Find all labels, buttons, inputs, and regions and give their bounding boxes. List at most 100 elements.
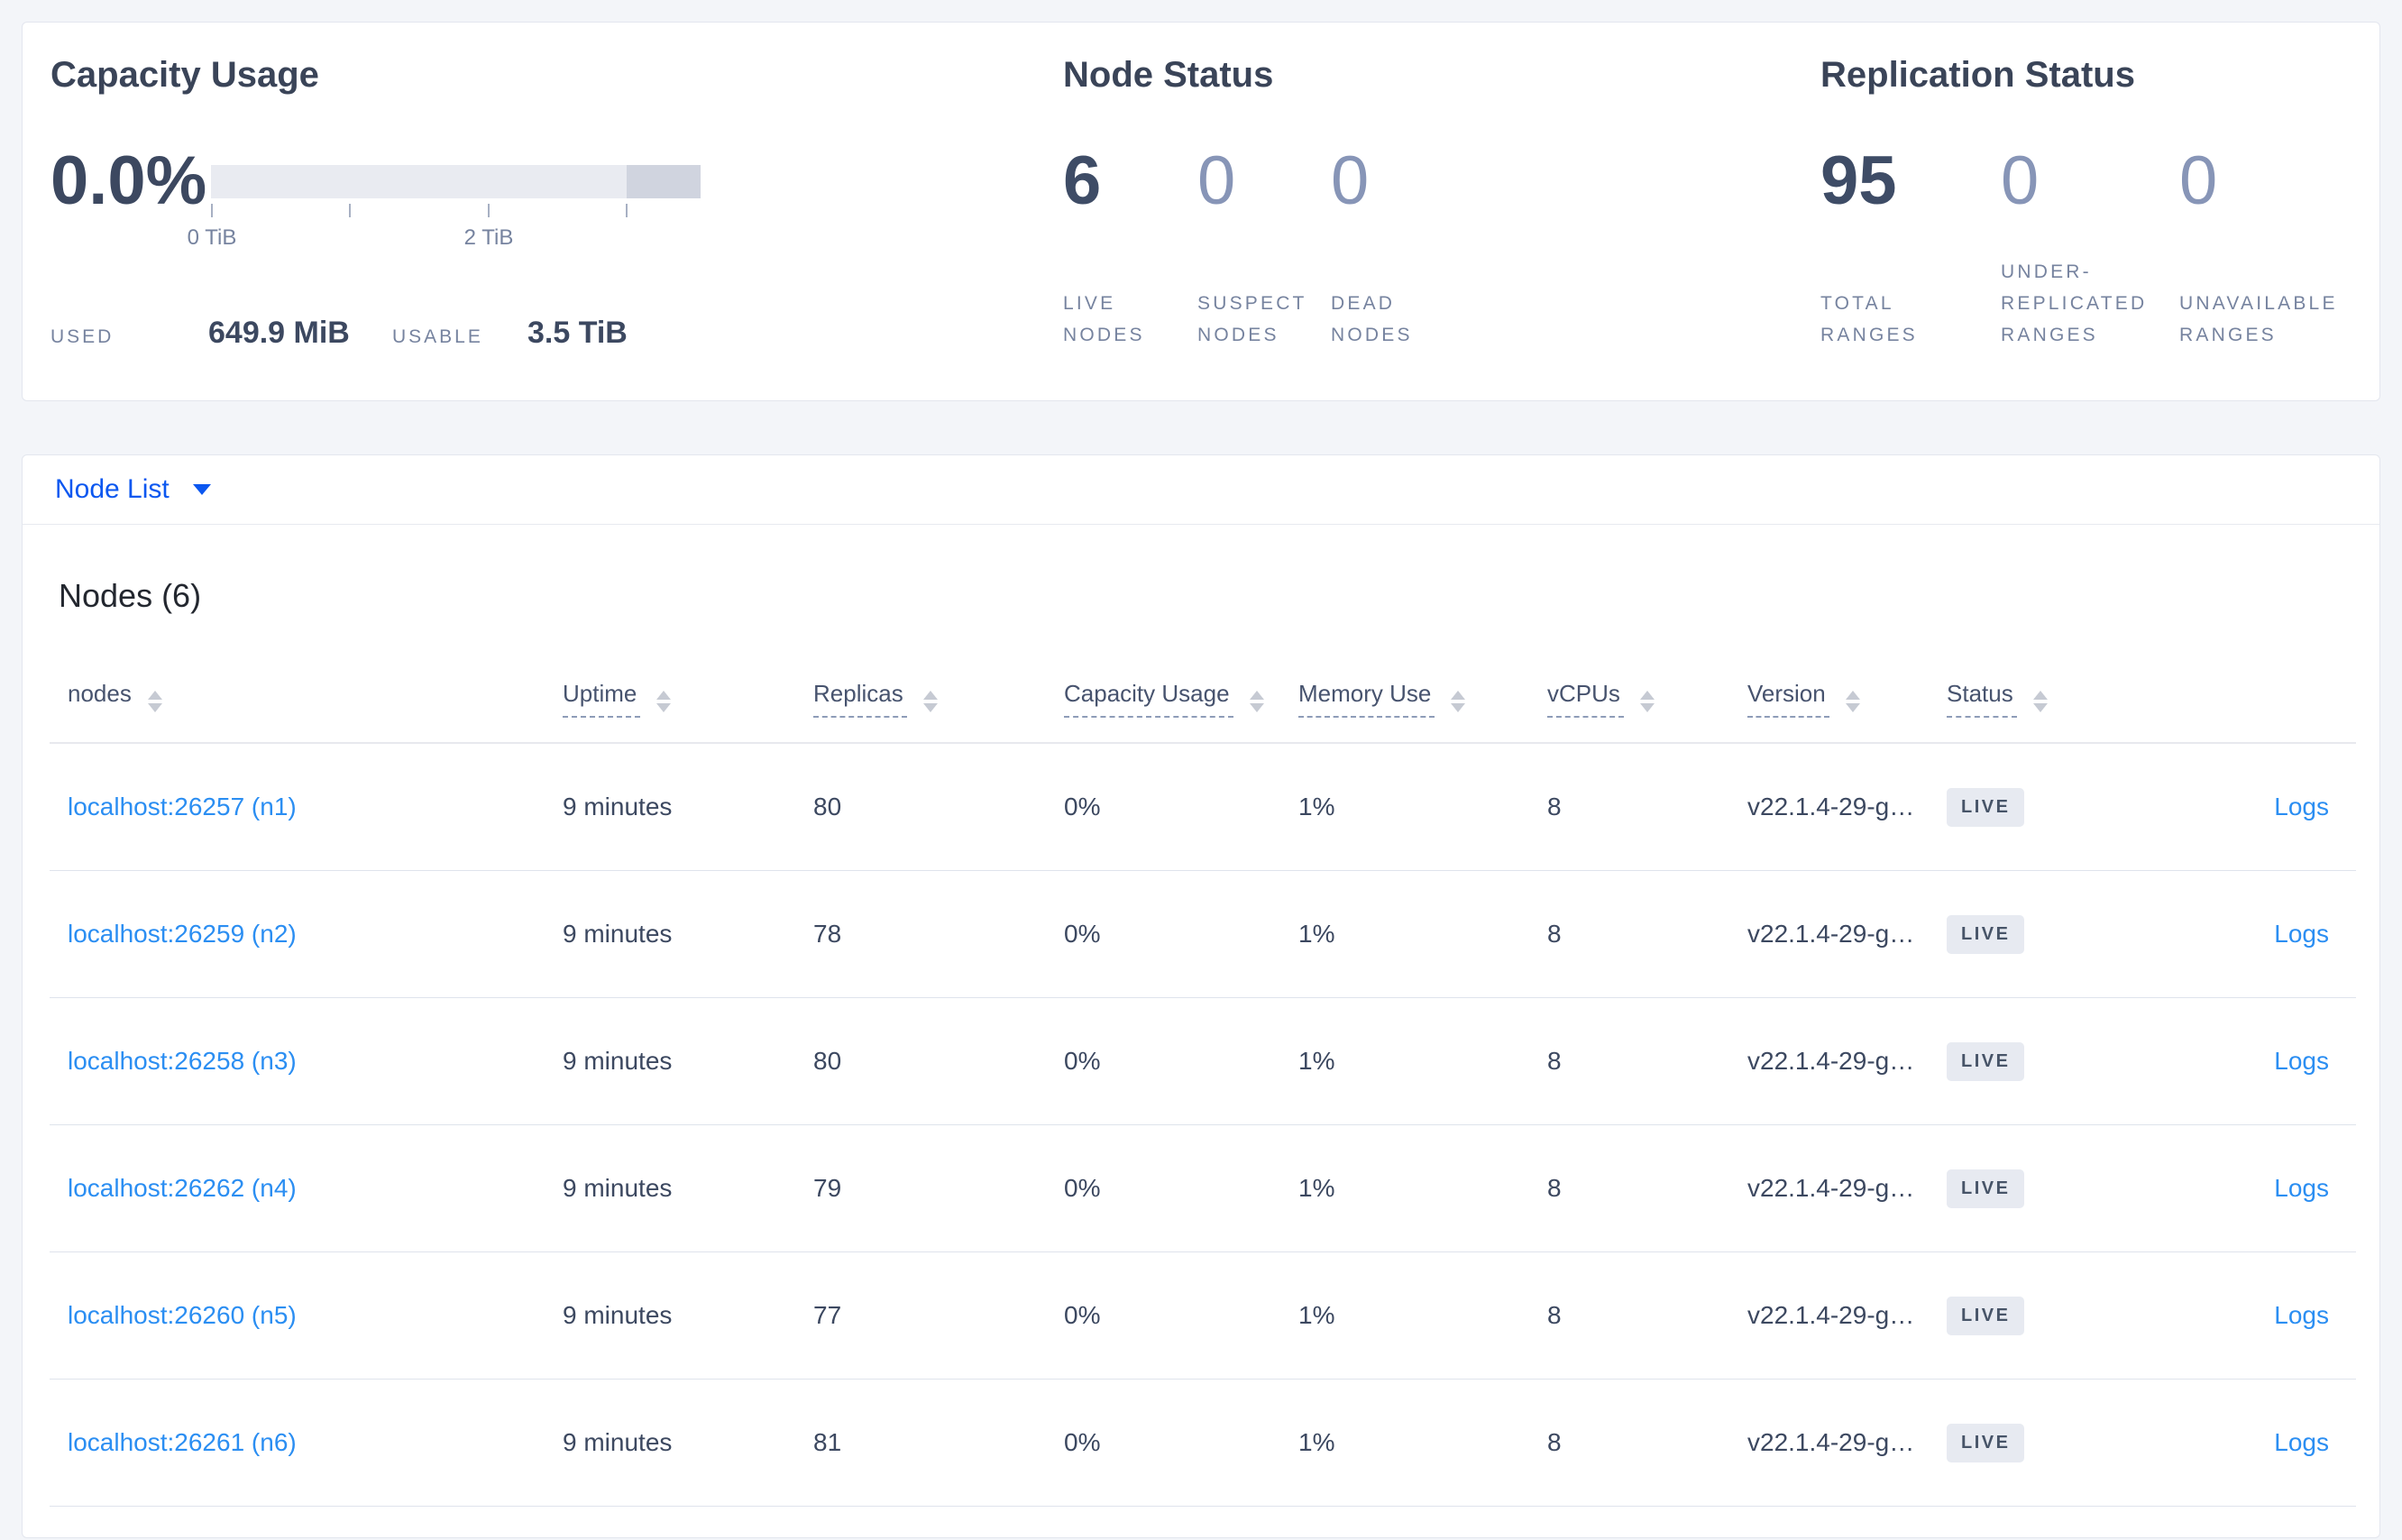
metric-value: 0	[2179, 142, 2218, 219]
cell-logs: Logs	[2172, 920, 2356, 949]
axis-tick-label: 2 TiB	[463, 225, 514, 250]
metric-label: UNDER- REPLICATED RANGES	[2001, 261, 2148, 345]
node-link[interactable]: localhost:26257 (n1)	[68, 793, 297, 820]
cell-vcpus: 8	[1547, 920, 1562, 948]
capacity-usage-section: Capacity Usage 0.0% 0 TiB 2 TiB USED 649…	[50, 23, 1042, 400]
table-body: localhost:26257 (n1) 9 minutes 80 0% 1% 8 v22.…	[50, 744, 2356, 1507]
column-label: vCPUs	[1547, 680, 1624, 718]
sort-up-icon	[1639, 691, 1655, 700]
logs-link[interactable]: Logs	[2274, 793, 2329, 820]
column-header-nodes[interactable]: nodes	[50, 680, 563, 712]
cell-logs: Logs	[2172, 1428, 2356, 1457]
capacity-used-usable-row: USED 649.9 MiB USABLE 3.5 TiB	[50, 316, 628, 351]
sort-arrows-icon	[922, 691, 938, 712]
column-label: Replicas	[813, 680, 907, 718]
node-link[interactable]: localhost:26262 (n4)	[68, 1174, 297, 1202]
cell-status: LIVE	[1947, 1169, 2172, 1208]
sort-arrows-icon	[1451, 691, 1466, 712]
replication-status-title: Replication Status	[1820, 55, 2135, 95]
usable-value: 3.5 TiB	[527, 316, 628, 350]
node-list-dropdown[interactable]: Node List	[55, 474, 211, 505]
cell-vcpus: 8	[1547, 1047, 1562, 1075]
metric-value: 0	[2001, 142, 2040, 219]
usable-label: USABLE	[392, 326, 483, 347]
sort-arrows-icon	[147, 691, 162, 712]
logs-link[interactable]: Logs	[2274, 920, 2329, 948]
column-header-version[interactable]: Version	[1747, 680, 1947, 718]
column-header-vcpus[interactable]: vCPUs	[1547, 680, 1747, 718]
node-link[interactable]: localhost:26258 (n3)	[68, 1047, 297, 1075]
node-list-dropdown-label: Node List	[55, 474, 170, 504]
column-label: Status	[1947, 680, 2017, 718]
sort-down-icon	[1639, 703, 1655, 712]
table-row: localhost:26257 (n1) 9 minutes 80 0% 1% 8 v22.…	[50, 744, 2356, 871]
cell-logs: Logs	[2172, 1301, 2356, 1330]
cell-status: LIVE	[1947, 1423, 2172, 1462]
column-header-memory-use[interactable]: Memory Use	[1298, 680, 1547, 718]
cell-logs: Logs	[2172, 1174, 2356, 1203]
node-link[interactable]: localhost:26261 (n6)	[68, 1428, 297, 1456]
logs-link[interactable]: Logs	[2274, 1174, 2329, 1202]
status-badge: LIVE	[1947, 1041, 2025, 1081]
cell-uptime: 9 minutes	[563, 1047, 673, 1075]
metric-label: UNAVAILABLE RANGES	[2179, 293, 2338, 345]
cell-logs: Logs	[2172, 793, 2356, 821]
sort-arrows-icon	[1845, 691, 1860, 712]
cell-memory: 1%	[1298, 920, 1335, 948]
capacity-percent-value: 0.0%	[50, 142, 207, 219]
axis-tick	[211, 204, 213, 217]
metric-label: SUSPECT NODES	[1197, 293, 1307, 345]
used-label: USED	[50, 326, 115, 347]
column-header-capacity-usage[interactable]: Capacity Usage	[1064, 680, 1298, 718]
sort-up-icon	[922, 691, 938, 700]
cell-replicas: 81	[813, 1428, 842, 1456]
cell-vcpus: 8	[1547, 1174, 1562, 1202]
sort-arrows-icon	[656, 691, 672, 712]
used-value: 649.9 MiB	[208, 316, 350, 350]
status-badge: LIVE	[1947, 1169, 2025, 1208]
nodes-heading: Nodes (6)	[59, 577, 202, 614]
logs-link[interactable]: Logs	[2274, 1428, 2329, 1456]
cell-vcpus: 8	[1547, 1301, 1562, 1329]
node-link[interactable]: localhost:26259 (n2)	[68, 920, 297, 948]
node-link[interactable]: localhost:26260 (n5)	[68, 1301, 297, 1329]
metric-value: 0	[1331, 142, 1370, 219]
sort-arrows-icon	[1249, 691, 1264, 712]
cell-version: v22.1.4-29-g…	[1747, 1301, 1915, 1329]
sort-down-icon	[922, 703, 938, 712]
metric-label: TOTAL RANGES	[1820, 293, 1918, 345]
axis-tick-label: 0 TiB	[187, 225, 237, 250]
axis-tick	[626, 204, 628, 217]
sort-down-icon	[1249, 703, 1264, 712]
metric-value: 6	[1063, 142, 1102, 219]
column-header-uptime[interactable]: Uptime	[563, 680, 813, 718]
axis-tick	[349, 204, 351, 217]
table-row: localhost:26258 (n3) 9 minutes 80 0% 1% 8 v22.…	[50, 998, 2356, 1125]
cell-uptime: 9 minutes	[563, 1174, 673, 1202]
status-badge: LIVE	[1947, 1423, 2025, 1462]
column-header-status[interactable]: Status	[1947, 680, 2172, 718]
cell-memory: 1%	[1298, 1428, 1335, 1456]
node-status-section: Node Status 6 LIVE NODES 0 SUSPECT NODES 0 DE…	[1063, 23, 1784, 400]
sort-down-icon	[2032, 703, 2048, 712]
cell-replicas: 77	[813, 1301, 842, 1329]
cell-capacity: 0%	[1064, 1047, 1101, 1075]
cluster-summary-card: Capacity Usage 0.0% 0 TiB 2 TiB USED 649…	[22, 22, 2380, 401]
cell-logs: Logs	[2172, 1047, 2356, 1076]
column-header-replicas[interactable]: Replicas	[813, 680, 1064, 718]
cell-uptime: 9 minutes	[563, 920, 673, 948]
column-label: Version	[1747, 680, 1829, 718]
metric-label: DEAD NODES	[1331, 293, 1413, 345]
capacity-bar-track	[211, 165, 701, 198]
metric-value: 0	[1197, 142, 1236, 219]
cell-replicas: 80	[813, 793, 842, 820]
cell-capacity: 0%	[1064, 793, 1101, 820]
cell-replicas: 80	[813, 1047, 842, 1075]
logs-link[interactable]: Logs	[2274, 1301, 2329, 1329]
column-label: Capacity Usage	[1064, 680, 1233, 718]
cell-status: LIVE	[1947, 1041, 2172, 1081]
sort-up-icon	[1249, 691, 1264, 700]
logs-link[interactable]: Logs	[2274, 1047, 2329, 1075]
sort-arrows-icon	[1639, 691, 1655, 712]
sort-up-icon	[147, 691, 162, 700]
